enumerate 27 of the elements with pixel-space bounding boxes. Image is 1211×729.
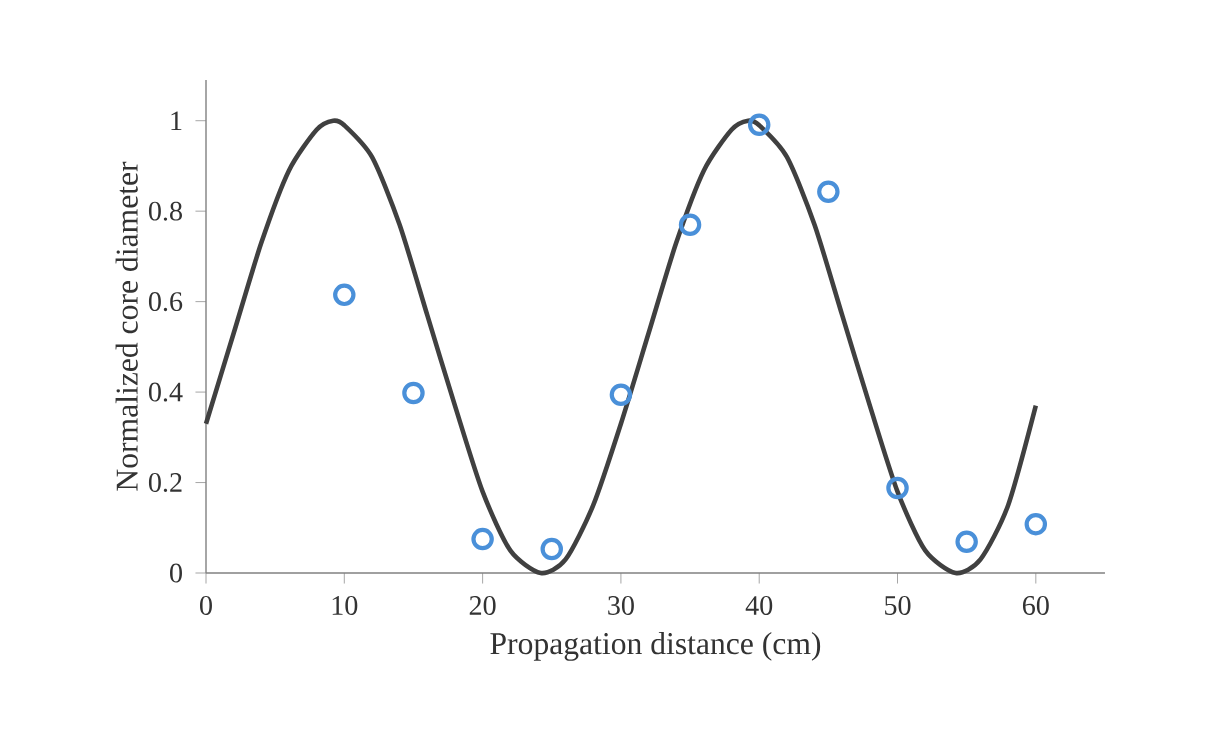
point (333, 283, 356, 307)
x-tick-label: 40 (745, 595, 773, 615)
point (678, 213, 702, 236)
x-tick-label: 60 (1022, 595, 1049, 615)
x-tick-label: 20 (469, 595, 496, 615)
line-series (203, 118, 1039, 576)
point (747, 113, 771, 137)
y-tick-label: 0.6 (148, 292, 183, 312)
point (471, 527, 494, 551)
y-tick-label: 0 (170, 563, 182, 583)
point (540, 537, 564, 561)
point (886, 476, 909, 500)
point (955, 530, 978, 554)
x-tick-label: 30 (608, 595, 634, 615)
point (402, 381, 425, 405)
y-axis-title: Normalized core diameter (115, 161, 138, 491)
x-axis-title: Propagation distance (cm) (490, 632, 821, 661)
y-tick-label: 0.8 (148, 201, 182, 221)
x-tick-label: 10 (332, 595, 358, 615)
x-tick-label: 50 (885, 595, 911, 615)
x-tick-label: 0 (200, 595, 212, 615)
point (609, 383, 633, 407)
y-tick-label: 0.2 (148, 473, 182, 493)
y-tick-label: 0.4 (148, 382, 183, 402)
point (1024, 512, 1048, 536)
y-tick-label: 1 (171, 111, 182, 130)
point (817, 180, 840, 203)
